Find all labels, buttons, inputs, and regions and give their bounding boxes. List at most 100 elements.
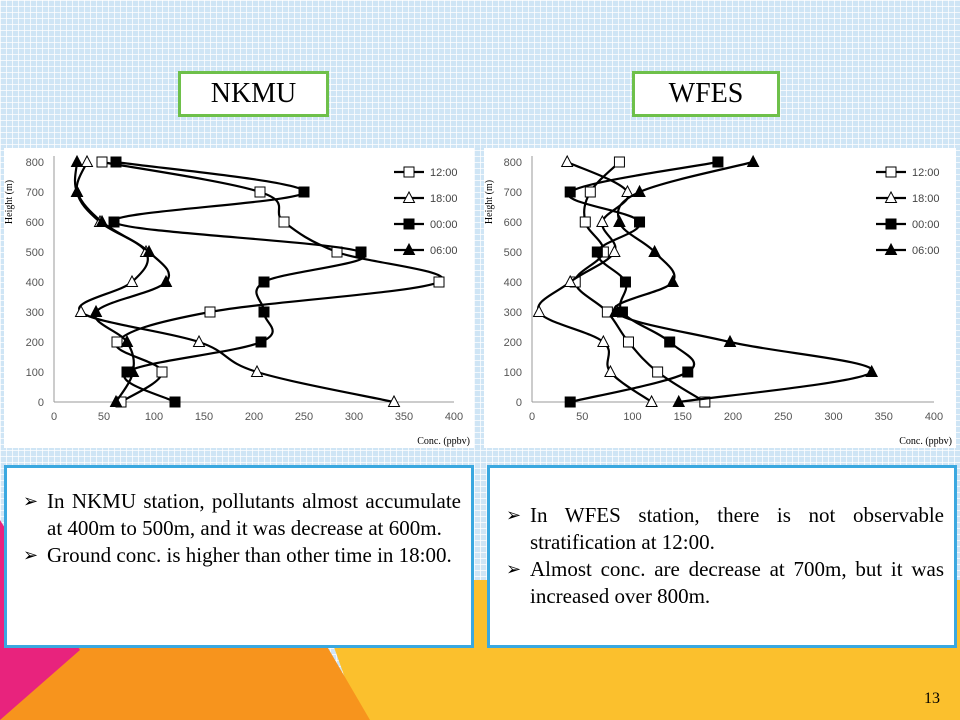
x-tick-label: 300 — [345, 411, 363, 423]
data-point — [699, 396, 711, 408]
legend-marker — [403, 218, 415, 230]
notes-box-wfes: ➢ In WFES station, there is not observabl… — [487, 465, 957, 648]
data-point — [672, 394, 686, 407]
data-point — [633, 184, 646, 197]
series-line — [537, 161, 653, 403]
x-tick-label: 400 — [445, 411, 463, 423]
note-item: ➢ Ground conc. is higher than other time … — [13, 542, 461, 569]
data-point — [254, 186, 266, 198]
data-point — [648, 244, 661, 257]
data-point — [621, 184, 634, 197]
data-point — [664, 336, 676, 348]
y-tick-label: 500 — [504, 247, 522, 259]
legend-label: 18:00 — [912, 193, 940, 205]
data-point — [560, 154, 574, 167]
legend-marker — [402, 190, 416, 203]
data-point — [666, 274, 680, 287]
data-point — [563, 274, 577, 287]
data-point — [156, 366, 168, 378]
station-label-nkmu: NKMU — [178, 71, 329, 117]
chart-panel-nkmu: 0 50 100 150 200 250 300 350 400 0 100 200 300 400 500… — [4, 148, 474, 448]
x-tick-label: 300 — [824, 411, 842, 423]
data-point — [204, 306, 216, 318]
data-point — [746, 154, 760, 167]
legend-label: 18:00 — [430, 193, 458, 205]
note-item: ➢ In WFES station, there is not observabl… — [496, 502, 944, 556]
data-point — [355, 246, 367, 258]
data-point — [634, 216, 646, 228]
data-point — [159, 274, 173, 287]
x-tick-label: 150 — [195, 411, 213, 423]
x-tick-label: 400 — [925, 411, 943, 423]
x-tick-label: 50 — [576, 411, 588, 423]
data-point — [142, 244, 156, 257]
data-point — [126, 364, 140, 377]
legend-label: 06:00 — [430, 245, 458, 257]
data-point — [192, 334, 206, 347]
x-tick-label: 200 — [724, 411, 742, 423]
x-axis-title: Conc. (ppbv) — [417, 436, 470, 447]
y-tick-label: 600 — [26, 217, 44, 229]
legend-marker — [885, 166, 897, 178]
y-tick-label: 300 — [26, 307, 44, 319]
y-tick-label: 400 — [26, 277, 44, 289]
notes-list-wfes: ➢ In WFES station, there is not observabl… — [496, 502, 944, 610]
data-point — [652, 366, 664, 378]
y-tick-label: 800 — [26, 157, 44, 169]
x-tick-label: 250 — [295, 411, 313, 423]
y-axis-title: Height (m) — [484, 180, 495, 224]
x-tick-label: 350 — [875, 411, 893, 423]
data-point — [70, 184, 84, 197]
series-line — [574, 161, 706, 403]
y-tick-label: 800 — [504, 157, 522, 169]
data-point — [682, 366, 694, 378]
y-axis-title: Height (m) — [4, 180, 15, 224]
note-item: ➢ In NKMU station, pollutants almost accu… — [13, 488, 461, 542]
x-tick-label: 100 — [623, 411, 641, 423]
data-point — [250, 364, 264, 377]
y-tick-label: 100 — [504, 367, 522, 379]
data-point — [110, 156, 122, 168]
legend-marker — [884, 242, 898, 255]
data-point — [255, 336, 267, 348]
notes-list-nkmu: ➢ In NKMU station, pollutants almost accu… — [13, 488, 461, 569]
data-point — [532, 304, 546, 317]
data-point — [80, 154, 94, 167]
arrow-bullet-icon: ➢ — [506, 559, 522, 579]
data-point — [433, 276, 445, 288]
chart-panel-wfes: 0 50 100 150 200 250 300 350 400 0 100 200 300 400 500… — [484, 148, 956, 448]
data-point — [609, 304, 622, 317]
data-point — [169, 396, 181, 408]
data-point — [723, 334, 737, 347]
chart-wfes-svg: 0 50 100 150 200 250 300 350 400 0 100 200 300 400 500… — [484, 154, 952, 447]
data-point — [591, 246, 603, 258]
arrow-bullet-icon: ➢ — [23, 491, 39, 511]
series-line — [567, 160, 719, 404]
chart-nkmu-svg: 0 50 100 150 200 250 300 350 400 0 100 200 300 400 500… — [4, 154, 470, 447]
notes-box-nkmu: ➢ In NKMU station, pollutants almost accu… — [4, 465, 474, 648]
x-tick-label: 100 — [145, 411, 163, 423]
data-point — [387, 394, 401, 407]
legend-label: 00:00 — [430, 219, 458, 231]
x-axis-title: Conc. (ppbv) — [899, 436, 952, 447]
arrow-bullet-icon: ➢ — [23, 545, 39, 565]
data-point — [579, 216, 591, 228]
data-point — [596, 214, 609, 227]
x-tick-label: 50 — [98, 411, 110, 423]
data-point — [298, 186, 310, 198]
y-tick-label: 0 — [516, 397, 522, 409]
y-tick-label: 700 — [504, 187, 522, 199]
data-point — [613, 214, 626, 227]
y-tick-label: 0 — [38, 397, 44, 409]
y-tick-label: 600 — [504, 217, 522, 229]
data-point — [613, 156, 625, 168]
series-line — [101, 160, 444, 403]
y-tick-label: 100 — [26, 367, 44, 379]
note-text: In WFES station, there is not observable… — [530, 503, 944, 554]
series-line — [613, 160, 873, 404]
data-point — [70, 154, 84, 167]
y-tick-label: 400 — [504, 277, 522, 289]
x-tick-label: 0 — [529, 411, 535, 423]
data-point — [608, 244, 621, 257]
data-point — [109, 394, 123, 407]
